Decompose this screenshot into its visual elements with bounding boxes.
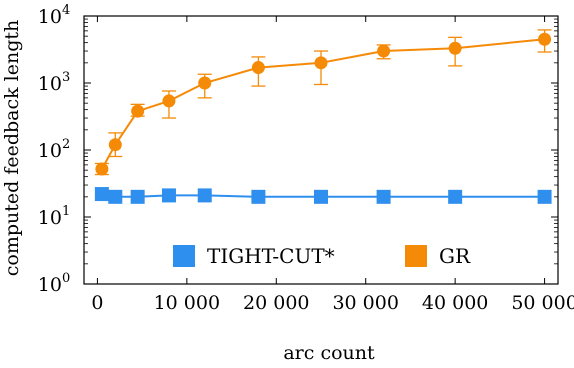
series-0-point bbox=[448, 189, 463, 204]
x-tick-label: 30 000 bbox=[332, 292, 398, 314]
series-1-point bbox=[538, 32, 552, 46]
legend: TIGHT-CUT* GR bbox=[173, 244, 471, 268]
series-0-point bbox=[537, 189, 552, 204]
series-1-point bbox=[162, 94, 176, 108]
y-tick-label: 100 bbox=[38, 271, 70, 296]
x-tick-label: 20 000 bbox=[243, 292, 309, 314]
series-0-point bbox=[314, 189, 328, 204]
plot-area bbox=[94, 29, 552, 204]
axes: 0 10 000 20 000 30 000 40 000 50 000 100 101 102… bbox=[38, 3, 574, 314]
series-1-point bbox=[108, 138, 122, 152]
series-1-point bbox=[131, 104, 145, 118]
y-tick-label: 104 bbox=[38, 3, 70, 28]
x-tick-label: 0 bbox=[91, 292, 103, 314]
series-1-point bbox=[448, 41, 462, 55]
legend-label-1: GR bbox=[439, 244, 471, 268]
y-tick-label: 102 bbox=[38, 137, 70, 162]
x-tick-label: 10 000 bbox=[154, 292, 220, 314]
series-0-point bbox=[197, 188, 212, 203]
series-0-point bbox=[161, 188, 176, 203]
legend-swatch-0 bbox=[173, 245, 195, 267]
series-0-point bbox=[108, 189, 123, 204]
y-axis-title: computed feedback length bbox=[1, 20, 23, 277]
series-1-point bbox=[95, 162, 109, 176]
series-1-point bbox=[314, 56, 328, 70]
series-0-point bbox=[94, 187, 109, 202]
x-tick-label: 40 000 bbox=[422, 292, 488, 314]
series-0-point bbox=[251, 189, 266, 204]
legend-swatch-1 bbox=[405, 245, 427, 267]
series-0-point bbox=[376, 189, 391, 204]
series-1-point bbox=[198, 76, 212, 90]
y-tick-label: 103 bbox=[38, 70, 70, 95]
x-tick-label: 50 000 bbox=[511, 292, 574, 314]
x-axis-title: arc count bbox=[283, 342, 375, 364]
y-tick-label: 101 bbox=[38, 204, 70, 229]
series-0-line bbox=[101, 193, 545, 198]
series-0-point bbox=[130, 189, 145, 204]
legend-label-0: TIGHT-CUT* bbox=[207, 244, 335, 268]
series-1-point bbox=[377, 44, 391, 58]
series-1-line bbox=[101, 38, 545, 170]
series-1-point bbox=[251, 61, 265, 75]
